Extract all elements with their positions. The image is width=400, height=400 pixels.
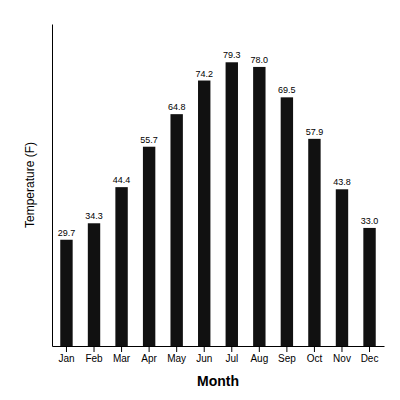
x-tick: Jan (58, 346, 74, 364)
x-tick-label: Dec (361, 353, 379, 364)
x-tick-mark (66, 346, 67, 352)
bar (363, 228, 375, 346)
x-tick-mark (176, 346, 177, 352)
x-tick: Oct (307, 346, 323, 364)
x-tick-mark (231, 346, 232, 352)
x-axis-line (53, 346, 385, 347)
data-label: 78.0 (251, 55, 269, 65)
y-axis-line (52, 25, 53, 347)
data-label: 57.9 (306, 127, 324, 137)
x-tick: Feb (85, 346, 103, 364)
x-tick-label: Feb (85, 353, 103, 364)
data-label: 55.7 (140, 135, 158, 145)
bar (253, 67, 265, 346)
x-tick-label: Oct (307, 353, 323, 364)
bar (226, 62, 238, 346)
x-tick-mark (314, 346, 315, 352)
x-tick: Dec (361, 346, 379, 364)
x-axis: Jan Feb Mar Apr May Jun Jul Aug Sep Oct Nov Dec (53, 346, 385, 364)
x-tick: Mar (113, 346, 131, 364)
y-axis-title: Temperature (F) (23, 142, 37, 228)
data-label: 44.4 (113, 175, 131, 185)
x-tick-mark (286, 346, 287, 352)
y-axis (52, 25, 53, 347)
data-label: 64.8 (168, 102, 186, 112)
x-tick-label: Apr (141, 353, 157, 364)
x-tick-mark (369, 346, 370, 352)
x-tick: Nov (333, 346, 351, 364)
bar (170, 114, 182, 346)
x-tick-label: Mar (113, 353, 131, 364)
data-label: 33.0 (361, 216, 379, 226)
x-tick-mark (149, 346, 150, 352)
data-label: 74.2 (195, 69, 213, 79)
data-label: 43.8 (333, 177, 351, 187)
bar (308, 139, 320, 346)
x-tick-mark (121, 346, 122, 352)
x-tick-mark (94, 346, 95, 352)
chart-container: Jan Feb Mar Apr May Jun Jul Aug Sep Oct Nov Dec 29.7… (0, 0, 400, 400)
bar (115, 187, 127, 346)
bar (143, 147, 155, 346)
x-tick-label: Jun (196, 353, 212, 364)
x-tick-mark (341, 346, 342, 352)
bar (88, 223, 100, 346)
x-tick: Aug (250, 346, 268, 364)
x-tick-label: Jan (58, 353, 74, 364)
data-labels: 29.7 34.3 44.4 55.7 64.8 74.2 79.3 78.0 69.5 57.9… (58, 50, 379, 237)
x-tick: Jun (196, 346, 212, 364)
x-tick: Sep (278, 346, 296, 364)
data-label: 29.7 (58, 228, 76, 238)
plot-area (60, 62, 375, 346)
bar (198, 81, 210, 346)
x-tick-label: May (167, 353, 186, 364)
x-tick-label: Nov (333, 353, 351, 364)
chart: Jan Feb Mar Apr May Jun Jul Aug Sep Oct Nov Dec 29.7… (0, 0, 400, 400)
x-tick: May (167, 346, 186, 364)
data-label: 34.3 (85, 211, 103, 221)
x-tick-label: Aug (250, 353, 268, 364)
x-tick-label: Jul (225, 353, 238, 364)
bar (336, 189, 348, 346)
x-tick-label: Sep (278, 353, 296, 364)
bar (281, 97, 293, 346)
data-label: 69.5 (278, 85, 296, 95)
x-tick-mark (204, 346, 205, 352)
x-tick-mark (259, 346, 260, 352)
x-tick: Jul (225, 346, 238, 364)
data-label: 79.3 (223, 50, 241, 60)
x-axis-title: Month (197, 373, 239, 389)
bar (60, 240, 72, 346)
x-tick: Apr (141, 346, 157, 364)
